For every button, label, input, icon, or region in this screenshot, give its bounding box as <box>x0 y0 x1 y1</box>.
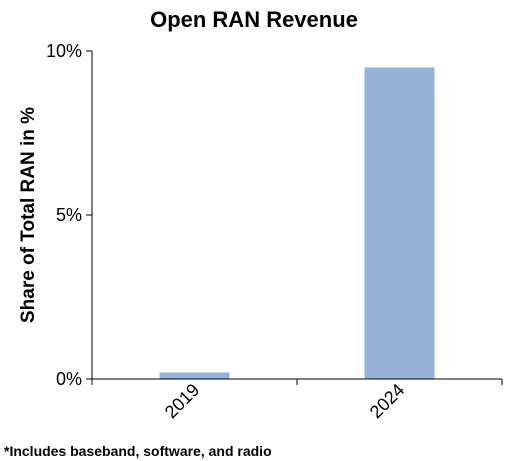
footnote: *Includes baseband, software, and radio <box>4 443 272 459</box>
y-tick-label: 10% <box>46 41 82 61</box>
bar-2024 <box>364 67 435 380</box>
y-axis-ticks: 0% 5% 10% <box>46 41 92 389</box>
x-axis-ticks: 2019 2024 <box>91 379 503 422</box>
bars-group <box>159 67 435 380</box>
chart-title: Open RAN Revenue <box>150 7 358 32</box>
y-tick-label: 0% <box>56 369 82 389</box>
x-tick-label: 2019 <box>161 380 203 422</box>
y-axis-label: Share of Total RAN in % <box>18 107 39 323</box>
bar-2019 <box>159 372 230 379</box>
x-tick-label: 2024 <box>366 380 408 422</box>
y-tick-label: 5% <box>56 205 82 225</box>
